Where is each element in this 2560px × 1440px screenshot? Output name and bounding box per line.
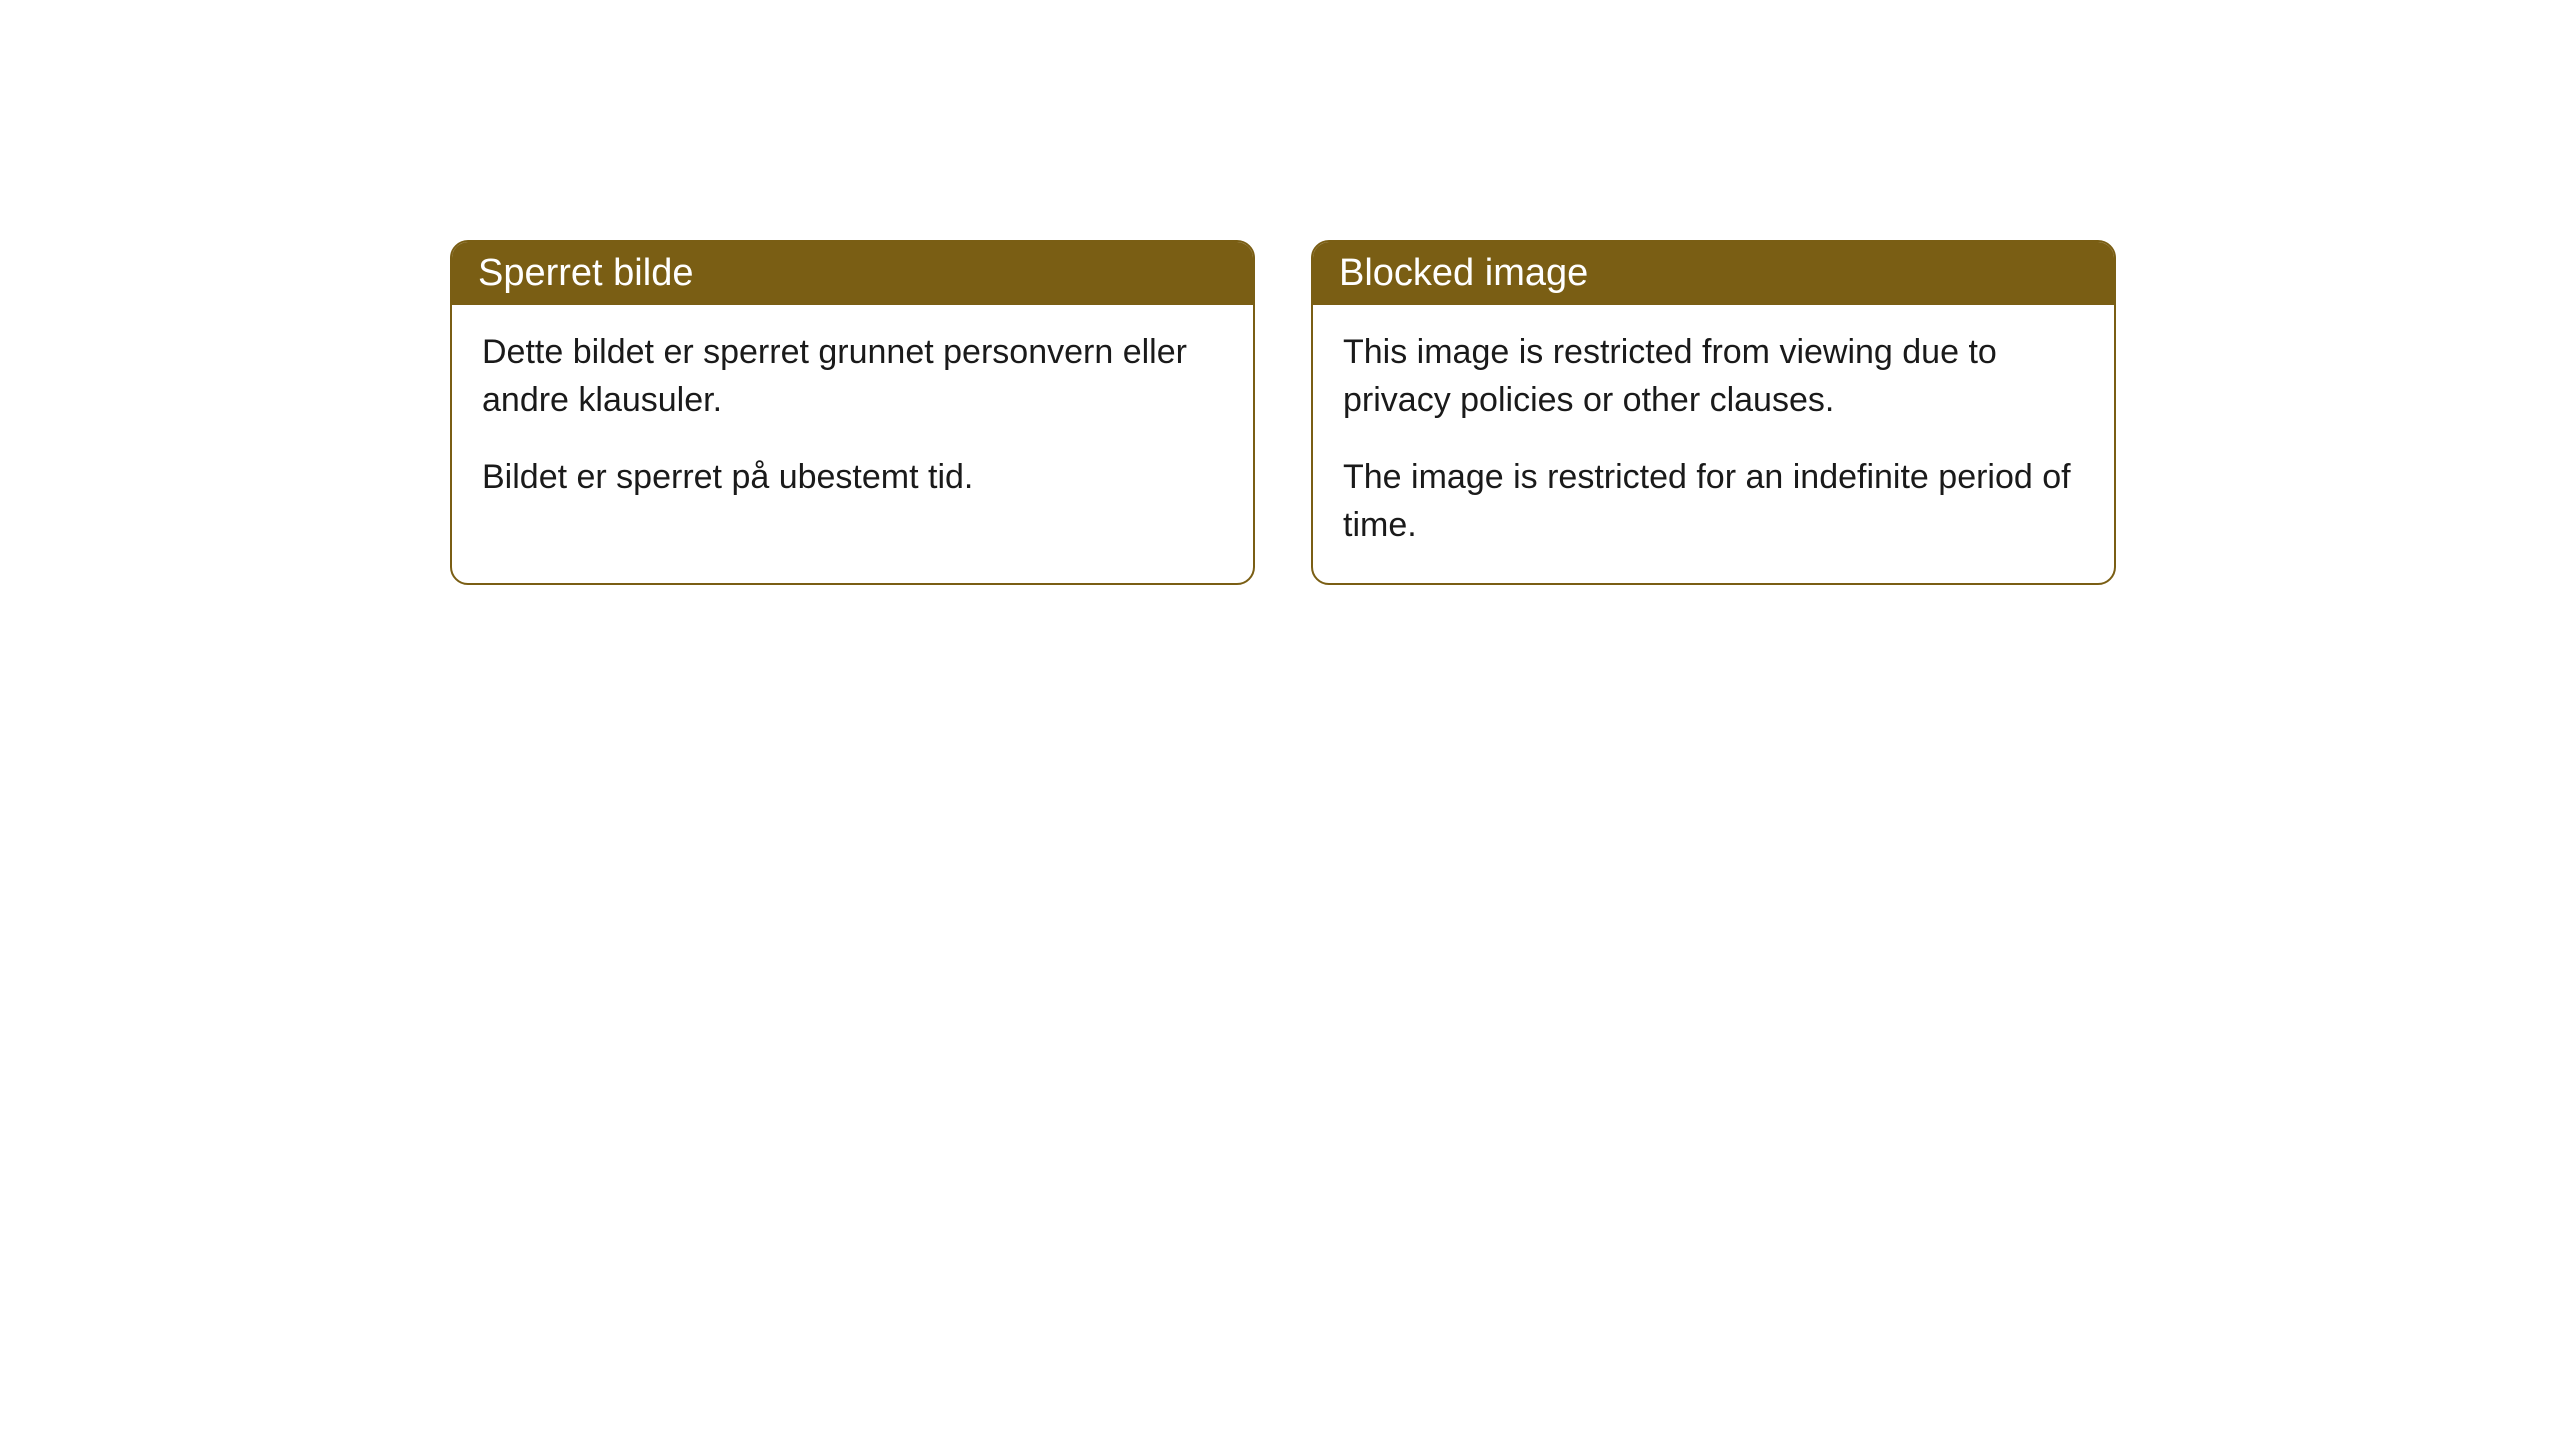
card-text-paragraph-2: Bildet er sperret på ubestemt tid. [482, 454, 1223, 502]
blocked-image-card-english: Blocked image This image is restricted f… [1311, 240, 2116, 585]
notice-cards-container: Sperret bilde Dette bildet er sperret gr… [450, 240, 2560, 585]
card-text-paragraph-1: This image is restricted from viewing du… [1343, 329, 2084, 424]
blocked-image-card-norwegian: Sperret bilde Dette bildet er sperret gr… [450, 240, 1255, 585]
card-header-norwegian: Sperret bilde [452, 242, 1253, 305]
card-header-english: Blocked image [1313, 242, 2114, 305]
card-title: Sperret bilde [478, 252, 693, 294]
card-text-paragraph-1: Dette bildet er sperret grunnet personve… [482, 329, 1223, 424]
card-body-english: This image is restricted from viewing du… [1313, 305, 2114, 583]
card-title: Blocked image [1339, 252, 1588, 294]
card-text-paragraph-2: The image is restricted for an indefinit… [1343, 454, 2084, 549]
card-body-norwegian: Dette bildet er sperret grunnet personve… [452, 305, 1253, 536]
